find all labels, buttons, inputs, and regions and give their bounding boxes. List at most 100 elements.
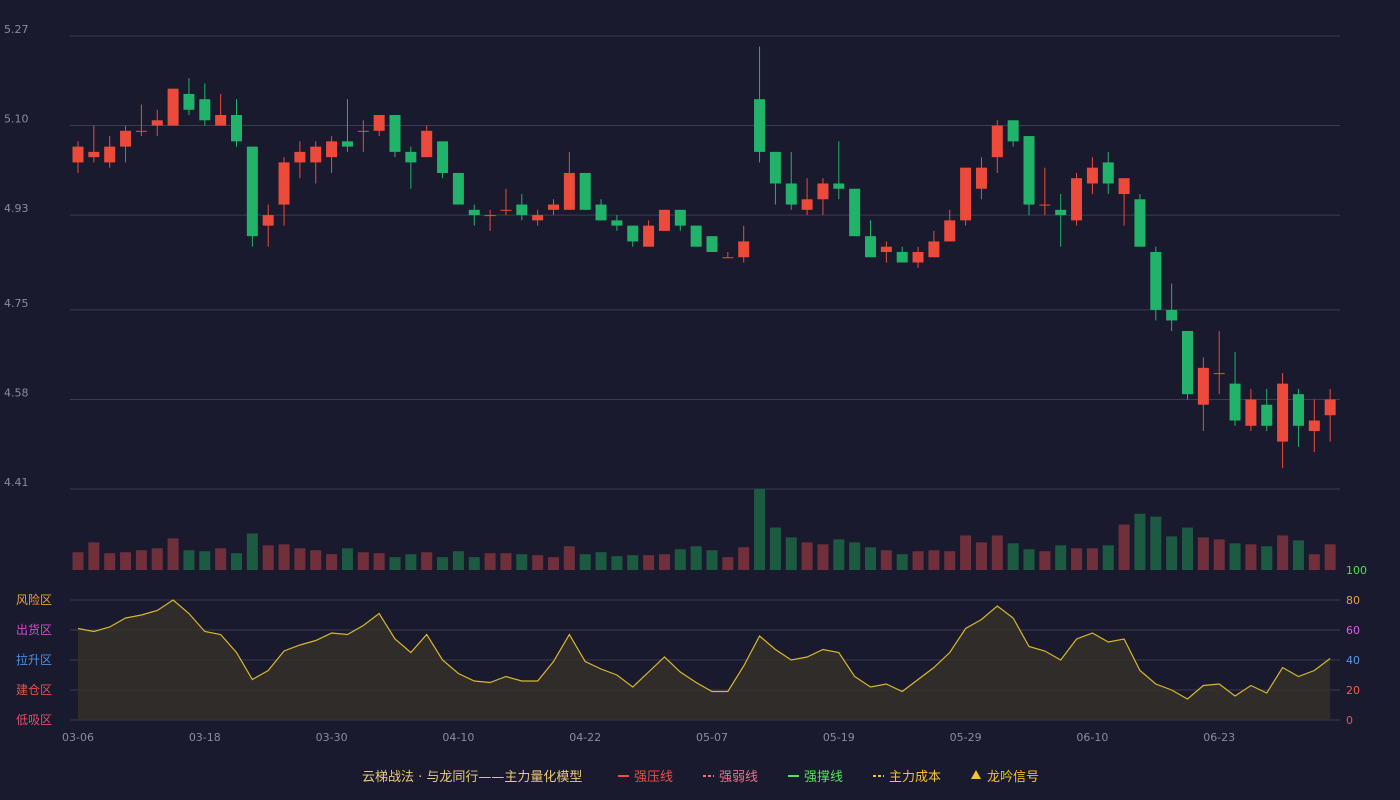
candle-body bbox=[548, 204, 559, 210]
candle-body bbox=[991, 125, 1003, 158]
candle-body bbox=[944, 220, 956, 242]
volume-bar bbox=[151, 548, 163, 570]
volume-bar bbox=[231, 553, 242, 570]
volume-bar bbox=[341, 548, 353, 570]
volume-bar bbox=[389, 557, 401, 570]
volume-bar bbox=[421, 552, 433, 570]
candle-body bbox=[849, 188, 861, 237]
candle-body bbox=[484, 215, 496, 217]
legend-item-label[interactable]: 主力成本 bbox=[889, 770, 941, 785]
candle-body bbox=[405, 151, 417, 163]
candle-body bbox=[595, 204, 607, 221]
candle-body bbox=[373, 115, 385, 131]
volume-bar bbox=[326, 554, 338, 570]
candle-body bbox=[199, 99, 211, 121]
candle-body bbox=[1071, 178, 1083, 221]
candle-body bbox=[785, 183, 797, 205]
candle-body bbox=[135, 130, 147, 132]
volume-bar bbox=[674, 549, 686, 570]
candle-body bbox=[1261, 404, 1273, 426]
candle-body bbox=[754, 99, 766, 152]
candle-body bbox=[1245, 399, 1257, 426]
candle-body bbox=[1039, 204, 1051, 206]
volume-bar bbox=[880, 550, 892, 570]
volume-bar bbox=[865, 547, 876, 570]
volume-bars bbox=[72, 489, 1336, 570]
zone-label: 拉升区 bbox=[16, 652, 52, 667]
candle-body bbox=[690, 225, 702, 247]
volume-bar bbox=[1261, 546, 1273, 570]
candle-body bbox=[706, 236, 718, 252]
candle-body bbox=[1102, 162, 1114, 184]
candle-body bbox=[643, 225, 655, 247]
legend-item-label[interactable]: 强撑线 bbox=[804, 770, 843, 785]
legend-triangle-icon bbox=[971, 770, 981, 779]
volume-bar bbox=[278, 544, 290, 570]
price-tick-label: 4.58 bbox=[4, 386, 29, 399]
x-tick-label: 03-06 bbox=[62, 731, 94, 744]
candle-body bbox=[960, 167, 972, 221]
volume-bar bbox=[548, 557, 559, 570]
volume-bar bbox=[72, 552, 84, 570]
candle-body bbox=[310, 146, 322, 163]
candle-body bbox=[1055, 209, 1067, 216]
volume-bar bbox=[1071, 548, 1083, 570]
volume-bar bbox=[120, 552, 132, 570]
candle-body bbox=[833, 183, 845, 189]
candle-body bbox=[72, 146, 84, 163]
volume-bar bbox=[405, 554, 417, 570]
volume-bar bbox=[437, 557, 449, 570]
volume-bar bbox=[658, 554, 670, 570]
volume-bar bbox=[849, 542, 861, 570]
indicator-tick-label: 60 bbox=[1346, 624, 1360, 637]
volume-bar bbox=[1245, 544, 1257, 570]
candle-body bbox=[1324, 399, 1336, 416]
candle-body bbox=[1118, 178, 1130, 195]
volume-bar bbox=[1039, 551, 1051, 570]
volume-bar bbox=[532, 555, 544, 570]
candle-body bbox=[389, 115, 401, 152]
legend[interactable]: 云梯战法 · 与龙同行——主力量化模型 强压线 强弱线 强撑线 主力成本 龙吟信号 bbox=[362, 769, 1039, 785]
candle-body bbox=[1213, 373, 1225, 375]
candle-body bbox=[532, 215, 544, 221]
volume-bar bbox=[1277, 535, 1289, 570]
candle-body bbox=[1134, 199, 1146, 247]
indicator-tick-label: 0 bbox=[1346, 714, 1353, 727]
legend-item-label[interactable]: 强弱线 bbox=[719, 770, 758, 785]
grid-lines bbox=[70, 35, 1340, 721]
candle-body bbox=[865, 236, 876, 258]
volume-bar bbox=[1023, 549, 1035, 570]
volume-bar bbox=[1229, 543, 1241, 570]
candle-body bbox=[1277, 383, 1289, 442]
volume-bar bbox=[310, 550, 322, 570]
candle-body bbox=[1197, 367, 1209, 405]
candle-body bbox=[104, 146, 116, 163]
x-tick-label: 04-22 bbox=[569, 731, 601, 744]
volume-bar bbox=[1308, 554, 1320, 570]
indicator-tick-label: 40 bbox=[1346, 654, 1360, 667]
volume-bar bbox=[468, 557, 480, 570]
x-tick-label: 05-19 bbox=[823, 731, 855, 744]
volume-bar bbox=[1150, 516, 1162, 570]
volume-bar bbox=[452, 551, 464, 570]
candle-body bbox=[1182, 330, 1193, 395]
legend-item-label[interactable]: 强压线 bbox=[634, 770, 673, 785]
candle-body bbox=[627, 225, 639, 242]
volume-bar bbox=[785, 537, 797, 570]
volume-bar bbox=[500, 553, 512, 570]
candle-body bbox=[500, 209, 512, 211]
legend-item-label[interactable]: 龙吟信号 bbox=[987, 769, 1039, 785]
volume-bar bbox=[991, 535, 1003, 570]
candle-body bbox=[611, 220, 623, 226]
price-tick-label: 5.10 bbox=[4, 113, 29, 126]
candle-body bbox=[817, 183, 829, 200]
candle-body bbox=[88, 151, 100, 158]
volume-bar bbox=[246, 533, 258, 570]
volume-bar bbox=[1166, 536, 1178, 570]
volume-bar bbox=[294, 548, 306, 570]
volume-bar bbox=[373, 553, 385, 570]
volume-bar bbox=[801, 542, 813, 570]
candle-body bbox=[468, 209, 480, 216]
candle-body bbox=[167, 88, 179, 126]
